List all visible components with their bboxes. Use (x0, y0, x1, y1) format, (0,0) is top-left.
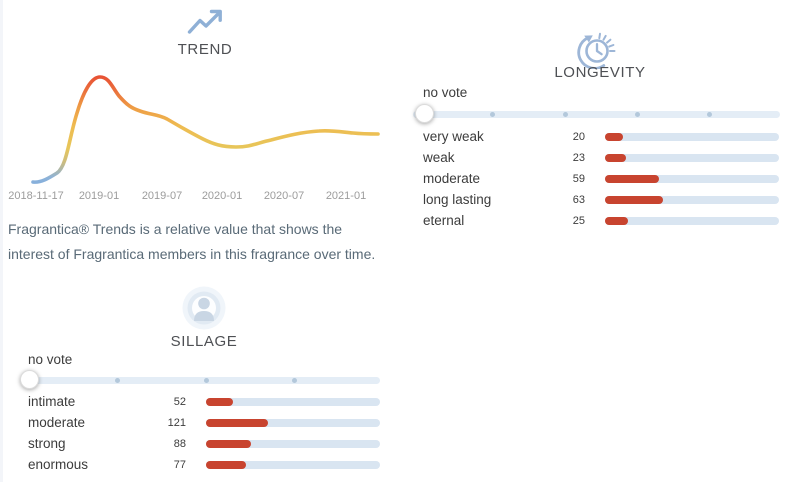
vote-bar-fill (206, 439, 252, 448)
vote-bar-track (206, 439, 380, 448)
vote-option-label: intimate (28, 394, 76, 409)
vote-bar-fill (605, 132, 624, 141)
trend-line (31, 75, 380, 184)
vote-bar-track (206, 460, 380, 469)
vote-count: 59 (572, 172, 585, 185)
page-edge (0, 0, 3, 482)
sillage-vote-rows: intimate 52 moderate 121 strong 88 enorm… (28, 391, 380, 475)
slider-dot (203, 377, 209, 383)
vote-count: 63 (572, 193, 585, 206)
vote-row-eternal[interactable]: eternal 25 (423, 210, 779, 231)
longevity-slider-track[interactable] (413, 110, 780, 118)
vote-count: 121 (167, 416, 186, 429)
trend-description: Fragrantica® Trends is a relative value … (8, 217, 428, 266)
vote-row-strong[interactable]: strong 88 (28, 433, 380, 454)
vote-row-enormous[interactable]: enormous 77 (28, 454, 380, 475)
sillage-slider-track[interactable] (20, 376, 380, 384)
vote-bar-fill (605, 216, 628, 225)
vote-count: 52 (173, 395, 186, 408)
longevity-no-vote-label: no vote (423, 85, 468, 100)
vote-count: 77 (173, 458, 186, 471)
vote-bar-track (605, 216, 779, 225)
vote-row-long-lasting[interactable]: long lasting 63 (423, 189, 779, 210)
trend-up-icon (187, 7, 223, 37)
x-tick-label: 2020-07 (263, 190, 305, 202)
x-tick-label: 2019-07 (141, 190, 183, 202)
vote-bar-track (605, 174, 779, 183)
slider-dot (490, 111, 496, 117)
vote-count: 25 (572, 214, 585, 227)
trend-x-axis: 2018-11-17 2019-01 2019-07 2020-01 2020-… (0, 190, 400, 204)
vote-option-label: strong (28, 436, 66, 451)
clock-history-icon (573, 27, 621, 70)
vote-row-moderate-sillage[interactable]: moderate 121 (28, 412, 380, 433)
vote-bar-fill (605, 153, 627, 162)
slider-dot (115, 377, 121, 383)
vote-option-label: weak (423, 150, 455, 165)
trend-line-chart (0, 62, 400, 197)
slider-dot (635, 111, 641, 117)
vote-count: 20 (572, 130, 585, 143)
vote-option-label: eternal (423, 213, 465, 228)
slider-dot (563, 111, 569, 117)
x-tick-label: 2021-01 (325, 190, 367, 202)
vote-bar-fill (206, 418, 269, 427)
vote-bar-fill (605, 195, 663, 204)
vote-option-label: very weak (423, 129, 484, 144)
vote-row-weak[interactable]: weak 23 (423, 147, 779, 168)
x-tick-label: 2018-11-17 (8, 190, 64, 202)
vote-option-label: enormous (28, 457, 89, 472)
person-radiating-icon (182, 286, 226, 330)
vote-option-label: moderate (423, 171, 481, 186)
trend-description-line2: interest of Fragrantica members in this … (8, 245, 376, 262)
longevity-vote-rows: very weak 20 weak 23 moderate 59 long la… (423, 126, 779, 231)
vote-row-intimate[interactable]: intimate 52 (28, 391, 380, 412)
x-tick-label: 2020-01 (201, 190, 243, 202)
vote-option-label: moderate (28, 415, 86, 430)
sillage-title: SILLAGE (170, 333, 238, 350)
longevity-vote-slider[interactable] (413, 104, 780, 124)
vote-row-very-weak[interactable]: very weak 20 (423, 126, 779, 147)
trend-title: TREND (177, 41, 233, 58)
vote-row-moderate[interactable]: moderate 59 (423, 168, 779, 189)
trend-description-line1: Fragrantica® Trends is a relative value … (8, 221, 343, 237)
vote-bar-track (605, 153, 779, 162)
slider-dot (291, 377, 297, 383)
vote-bar-fill (206, 397, 233, 406)
vote-bar-fill (206, 460, 246, 469)
sillage-vote-slider[interactable] (20, 370, 380, 390)
sillage-slider-handle[interactable] (20, 370, 39, 389)
longevity-slider-handle[interactable] (415, 104, 434, 123)
longevity-title: LONGEVITY (554, 64, 646, 81)
vote-bar-fill (605, 174, 660, 183)
vote-bar-track (206, 397, 380, 406)
sillage-no-vote-label: no vote (28, 352, 73, 367)
vote-count: 23 (572, 151, 585, 164)
vote-count: 88 (173, 437, 186, 450)
slider-dot (706, 111, 712, 117)
vote-bar-track (605, 132, 779, 141)
x-tick-label: 2019-01 (78, 190, 120, 202)
vote-bar-track (206, 418, 380, 427)
vote-option-label: long lasting (423, 192, 492, 207)
vote-bar-track (605, 195, 779, 204)
